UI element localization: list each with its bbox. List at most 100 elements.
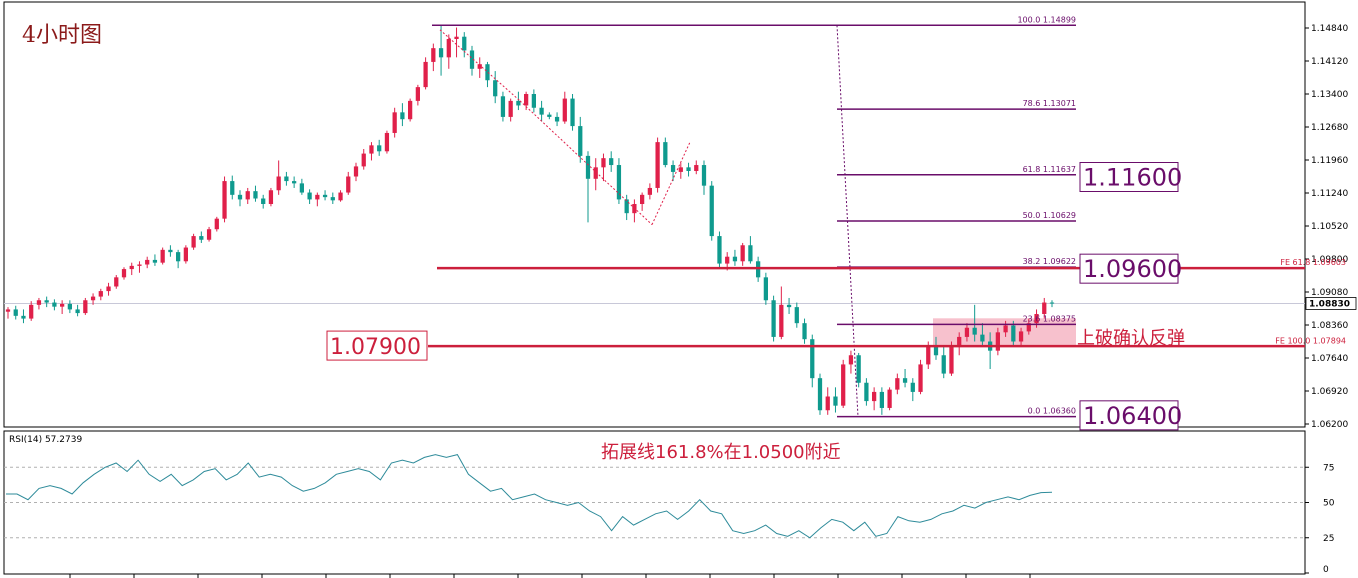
candle-body <box>222 181 227 219</box>
chart-title: 4小时图 <box>22 23 102 48</box>
fib-label: 38.2 1.09622 <box>1023 257 1076 266</box>
candle-body <box>13 309 18 316</box>
candle-body <box>918 364 923 392</box>
candle-body <box>1042 302 1047 314</box>
candle-body <box>825 396 830 411</box>
candle-body <box>972 327 977 335</box>
candle-body <box>415 87 420 101</box>
candle-body <box>307 192 312 200</box>
price-tick-label: 1.13400 <box>1311 90 1348 100</box>
candle-body <box>957 336 962 347</box>
candle-body <box>578 126 583 156</box>
candle-body <box>964 327 970 337</box>
fib-label: 0.0 1.06360 <box>1028 407 1076 416</box>
candle-body <box>346 176 351 193</box>
candle-body <box>879 391 884 408</box>
level-label-1-09600: 1.09600 <box>1083 255 1182 283</box>
fe-label: FE 61.8 1.09603 <box>1280 258 1346 267</box>
price-tick-label: 1.14840 <box>1311 24 1348 34</box>
price-tick-label: 1.12680 <box>1311 123 1348 133</box>
candle-body <box>810 339 815 379</box>
candle-body <box>910 382 915 392</box>
candle-body <box>1049 302 1055 304</box>
price-tick-label: 1.06200 <box>1311 420 1348 430</box>
candle-body <box>253 191 258 199</box>
level-box-1-11600 <box>1079 162 1179 192</box>
candle-body <box>771 300 776 337</box>
candle-body <box>786 304 792 308</box>
level-label-1-07900: 1.07900 <box>330 335 421 360</box>
candle-body <box>562 98 567 122</box>
candle-body <box>1034 314 1039 324</box>
candle-body <box>493 80 498 97</box>
candle-body <box>338 192 343 201</box>
candle-body <box>90 296 96 301</box>
candle-body <box>1018 331 1024 342</box>
candle-body <box>593 167 598 179</box>
candle-body <box>98 291 103 297</box>
candle-body <box>60 303 65 307</box>
candle-body <box>678 167 683 172</box>
candle-body <box>740 245 745 262</box>
candle-body <box>384 132 390 152</box>
level-box-1-09600 <box>1079 253 1179 284</box>
candle-body <box>624 199 629 214</box>
candle-body <box>299 183 304 193</box>
price-panel-frame <box>3 1 1306 428</box>
candle-body <box>717 236 722 264</box>
candle-body <box>585 155 591 179</box>
candle-body <box>369 145 374 154</box>
candle-body <box>902 378 908 383</box>
price-tick-label: 1.09800 <box>1311 255 1348 265</box>
candle-body <box>802 323 807 340</box>
candle-body <box>725 256 730 264</box>
price-axis: 1.14840 1.14120 1.13400 1.12680 1.11960 1.112… <box>4 24 1357 430</box>
rsi-tick-label: 50 <box>1323 499 1335 509</box>
candle-body <box>129 265 134 270</box>
candle-body <box>995 332 1000 351</box>
candle-body <box>454 36 459 39</box>
fib-label: 78.6 1.13071 <box>1023 99 1076 108</box>
candle-body <box>191 236 196 248</box>
candle-body <box>663 142 668 166</box>
candle-body <box>887 389 892 408</box>
rsi-tick-label: 0 <box>1323 565 1329 575</box>
candle-body <box>377 145 382 152</box>
candle-body <box>152 259 158 263</box>
candle-body <box>83 300 88 314</box>
candle-body <box>199 236 204 240</box>
candle-body <box>261 198 266 204</box>
candle-body <box>941 355 946 374</box>
candle-body <box>322 194 328 198</box>
candle-body <box>477 64 482 69</box>
level-label-1-11600: 1.11600 <box>1083 164 1182 192</box>
candle-body <box>833 396 838 406</box>
candle-body <box>864 382 869 402</box>
level-box-1-07900 <box>326 330 428 361</box>
candle-body <box>315 194 320 200</box>
breakout-zone-layer <box>933 318 1076 347</box>
candle-body <box>145 259 150 265</box>
candles-layer <box>5 25 1055 415</box>
candle-body <box>214 218 219 230</box>
fib-label: 50.0 1.10629 <box>1023 211 1076 220</box>
candle-body <box>438 48 444 58</box>
level-label-1-06400: 1.06400 <box>1083 402 1182 430</box>
trend-dotted-line <box>439 29 521 102</box>
candle-body <box>732 256 738 262</box>
target-annotation: 拓展线161.8%在1.0500附近 <box>601 442 841 463</box>
candle-body <box>926 346 931 365</box>
candle-body <box>694 165 699 171</box>
candle-body <box>400 112 405 120</box>
candle-body <box>601 158 606 168</box>
candle-body <box>516 100 521 106</box>
candle-body <box>686 167 691 171</box>
candle-body <box>848 355 854 365</box>
price-tick-label: 1.14120 <box>1311 57 1348 67</box>
levels-layer: 1.11600 1.09600 1.07900 1.06400 <box>326 162 1305 431</box>
fib-label: 61.8 1.11637 <box>1023 165 1076 174</box>
candle-body <box>462 36 467 51</box>
candle-body <box>980 334 985 342</box>
candle-body <box>353 166 359 177</box>
candle-body <box>44 300 49 303</box>
